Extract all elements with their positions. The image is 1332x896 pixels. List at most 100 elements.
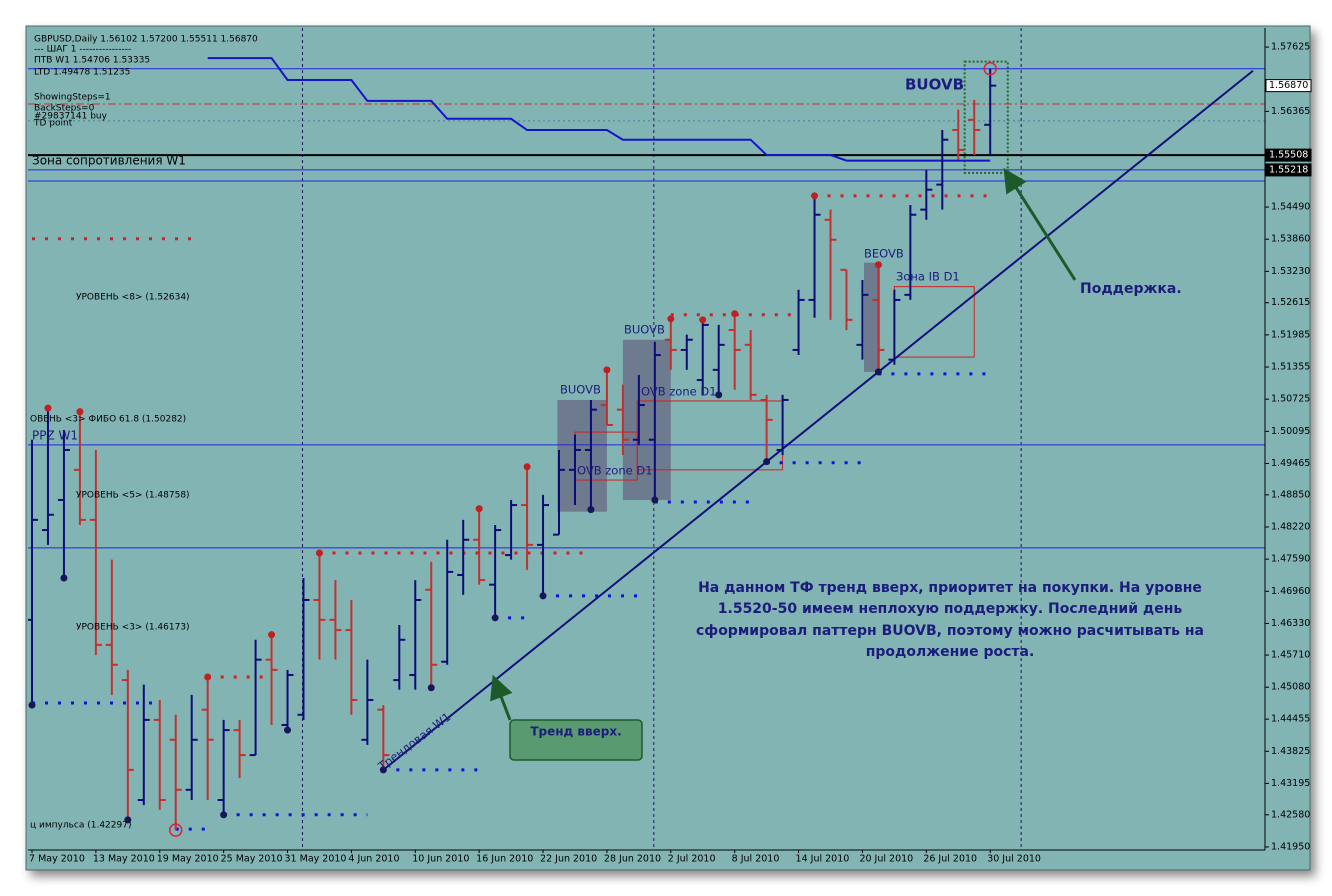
pattern-label: BUOVB: [905, 76, 964, 94]
ohlc-bar: [89, 449, 102, 656]
y-tick-label: 1.46330: [1271, 618, 1310, 629]
ohlc-bar: [776, 394, 789, 456]
x-tick-label: 4 Jun 2010: [348, 854, 399, 865]
ohlc-bar: [616, 384, 629, 456]
callout-box: [509, 719, 643, 761]
pivot-high: [204, 673, 212, 681]
y-tick-label: 1.43195: [1271, 778, 1310, 789]
y-tick-label: 1.47590: [1271, 554, 1310, 565]
y-tick-label: 1.52615: [1271, 297, 1310, 308]
ohlc-bar: [105, 559, 118, 695]
y-tick-label: 1.44455: [1271, 714, 1310, 725]
chart-title: GBPUSD,Daily 1.56102 1.57200 1.55511 1.5…: [34, 35, 258, 45]
ohlc-bar: [313, 553, 326, 660]
y-tick-label: 1.53230: [1271, 266, 1310, 277]
indicator-label: LTD 1.49478 1.51235: [34, 68, 130, 78]
pivot-high: [475, 505, 483, 513]
ohlc-bar: [41, 408, 54, 545]
level-label: ц импульса (1.42297): [30, 821, 131, 831]
x-tick-label: 16 Jun 2010: [476, 854, 533, 865]
ohlc-bar: [584, 399, 597, 510]
y-tick-label: 1.50725: [1271, 394, 1310, 405]
pivot-high: [699, 316, 707, 324]
ohlc-bar: [249, 639, 262, 757]
arrow: [1003, 167, 1077, 281]
pivot-low: [587, 506, 595, 514]
ohlc-bar: [553, 449, 566, 536]
box-pattern: [864, 262, 881, 372]
y-tick-label: 1.54490: [1271, 202, 1310, 213]
ohlc-bar: [680, 334, 693, 370]
pattern-label: BUOVB: [624, 323, 665, 337]
callout-text: Тренд вверх.: [530, 725, 621, 739]
indicator-label: #29837141 buy: [34, 112, 108, 122]
indicator-label: ПТВ W1 1.54706 1.53335: [34, 56, 150, 66]
x-tick-label: 31 May 2010: [285, 854, 347, 865]
x-tick-label: 25 May 2010: [221, 854, 283, 865]
pivot-low: [651, 496, 659, 504]
comment-line: продолжение роста.: [866, 644, 1035, 660]
pivot-low: [28, 701, 36, 709]
ohlc-bar: [121, 669, 134, 820]
ohlc-bar: [712, 324, 725, 395]
pivot-low: [60, 574, 68, 582]
level-label: PPZ W1: [32, 429, 78, 443]
ohlc-bar: [568, 434, 581, 506]
zone-label: OVB zone D1: [641, 385, 717, 399]
level-label: УРОВЕНЬ <5> (1.48758): [76, 491, 190, 501]
ohlc-bar: [840, 268, 853, 331]
ohlc-bar: [505, 499, 518, 560]
y-tick-label: 1.56365: [1271, 106, 1310, 117]
ohlc-bar: [489, 524, 502, 618]
level-label: УРОВЕНЬ <3> (1.46173): [76, 623, 190, 633]
ohlc-bar: [648, 341, 661, 500]
pattern-label: BUOVB: [560, 383, 601, 397]
y-tick-label: 1.41950: [1271, 841, 1310, 852]
pivot-low: [491, 614, 499, 622]
x-tick-label: 10 Jun 2010: [412, 854, 469, 865]
ohlc-bar: [968, 99, 981, 156]
trend-line: [382, 69, 1254, 771]
ohlc-bar: [233, 719, 246, 779]
ohlc-bar: [792, 289, 805, 356]
ohlc-bar: [57, 430, 70, 579]
x-tick-label: 22 Jun 2010: [540, 854, 597, 865]
pattern-label: BEOVB: [864, 247, 904, 261]
zone-label: Зона сопротивления W1: [32, 154, 186, 168]
ohlc-bar: [744, 330, 757, 400]
axes: 1.57625 1.56365 1.54490 1.53860 1.53230 1.526…: [29, 42, 1312, 865]
pivot-low: [715, 391, 723, 399]
ohlc-bar: [169, 714, 182, 831]
pivot-high: [523, 463, 531, 471]
signal-circle: [983, 62, 997, 76]
ohlc-bar: [872, 264, 885, 372]
y-tick-label: 1.46960: [1271, 586, 1310, 597]
price-label-box: [1265, 148, 1312, 162]
indicator-label: ShowingSteps=1: [34, 93, 111, 103]
x-tick-label: 2 Jul 2010: [668, 854, 716, 865]
ohlc-bar: [824, 209, 837, 320]
y-tick-label: 1.45080: [1271, 682, 1310, 693]
x-tick-label: 7 May 2010: [29, 854, 85, 865]
annotations: GBPUSD,Daily 1.56102 1.57200 1.55511 1.5…: [30, 35, 1204, 831]
callout-text: Поддержка.: [1080, 281, 1182, 297]
ohlc-bar: [888, 289, 901, 365]
box-signal: [963, 60, 1009, 174]
ohlc-bar: [952, 109, 965, 160]
y-tick-label: 1.51985: [1271, 329, 1310, 340]
comment-line: На данном ТФ тренд вверх, приоритет на п…: [698, 580, 1202, 596]
x-tick-label: 8 Jul 2010: [732, 854, 780, 865]
price-label-box: [1265, 79, 1312, 93]
ohlc-bar: [457, 519, 470, 595]
pivot-high: [268, 631, 276, 639]
ohlc-bar: [537, 494, 550, 596]
pivot-high: [874, 261, 882, 269]
ohlc-bar: [600, 369, 613, 426]
ohlc-bar: [425, 561, 438, 688]
y-tick-label: 1.57625: [1271, 42, 1310, 53]
price-label: 1.56870: [1269, 80, 1308, 91]
y-tick-label: 1.48850: [1271, 489, 1310, 500]
x-tick-label: 19 May 2010: [157, 854, 219, 865]
ohlc-bar: [984, 68, 997, 155]
